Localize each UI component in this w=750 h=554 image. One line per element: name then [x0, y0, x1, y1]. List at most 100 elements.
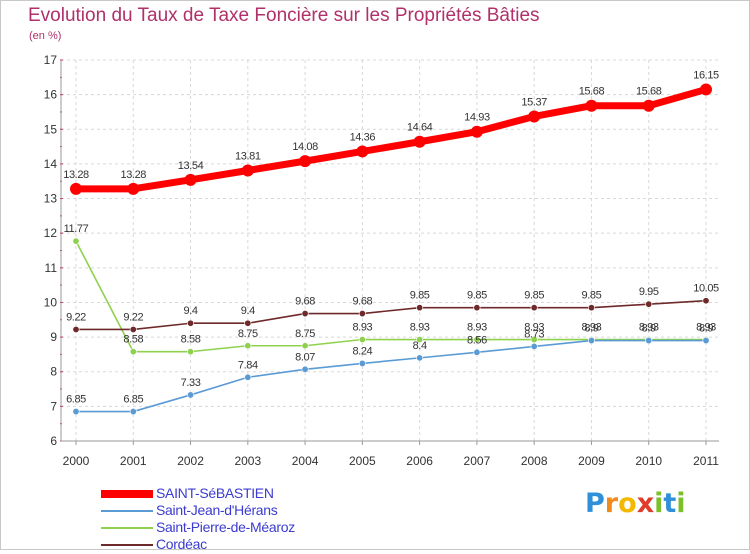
- data-label: 9.85: [410, 290, 430, 302]
- data-point: [301, 310, 309, 318]
- y-tick-label: 16: [44, 88, 58, 102]
- y-tick-label: 15: [44, 122, 58, 136]
- y-tick-label: 7: [50, 399, 57, 413]
- x-tick-label: 2010: [635, 454, 662, 468]
- y-tick-label: 17: [44, 53, 58, 67]
- chart-title: Evolution du Taux de Taxe Foncière sur l…: [28, 5, 540, 26]
- data-point: [358, 359, 366, 367]
- x-tick-label: 2009: [578, 454, 605, 468]
- data-label: 8.07: [295, 351, 315, 363]
- data-point: [244, 373, 252, 381]
- data-label: 9.4: [183, 305, 197, 317]
- logo-letter: i: [654, 488, 664, 519]
- data-point: [72, 408, 80, 416]
- data-label: 8.93: [410, 322, 430, 334]
- y-tick-label: 13: [44, 192, 58, 206]
- y-tick-label: 12: [44, 226, 58, 240]
- data-point: [72, 325, 80, 333]
- data-point: [413, 135, 426, 148]
- legend-label: Saint-Jean-d'Hérans: [156, 502, 278, 518]
- data-point: [416, 336, 424, 344]
- data-point: [585, 99, 598, 112]
- data-point: [129, 325, 137, 333]
- data-point: [356, 145, 369, 158]
- x-tick-label: 2007: [464, 454, 491, 468]
- legend-swatch: [101, 490, 153, 498]
- data-label: 9.95: [639, 286, 659, 298]
- data-point: [187, 319, 195, 327]
- data-point: [473, 348, 481, 356]
- data-label: 8.4: [413, 340, 427, 352]
- data-label: 8.93: [467, 322, 487, 334]
- data-label: 14.08: [292, 141, 318, 153]
- data-point: [642, 99, 655, 112]
- data-point: [127, 182, 140, 195]
- data-point: [301, 365, 309, 373]
- data-label: 9.85: [582, 290, 602, 302]
- data-label: 14.36: [350, 131, 376, 143]
- data-label: 13.54: [178, 160, 204, 172]
- data-point: [358, 310, 366, 318]
- x-tick-label: 2001: [120, 454, 147, 468]
- data-label: 9.4: [241, 305, 255, 317]
- proxiti-logo: Proxiti: [585, 488, 686, 519]
- data-point: [416, 354, 424, 362]
- data-point: [184, 173, 197, 186]
- data-label: 8.58: [123, 334, 143, 346]
- legend-label: SAINT-SéBASTIEN: [156, 485, 274, 501]
- data-label: 13.28: [121, 169, 147, 181]
- data-point: [187, 348, 195, 356]
- data-label: 9.85: [467, 290, 487, 302]
- data-label: 6.85: [123, 394, 143, 406]
- data-point: [645, 300, 653, 308]
- legend-label: Saint-Pierre-de-Méaroz: [156, 519, 295, 535]
- data-label: 11.77: [64, 223, 89, 235]
- data-label: 8.9: [584, 323, 598, 335]
- data-point: [473, 304, 481, 312]
- data-point: [530, 336, 538, 344]
- y-tick-label: 9: [50, 330, 57, 344]
- data-label: 9.22: [66, 311, 86, 323]
- data-point: [129, 408, 137, 416]
- x-tick-label: 2005: [349, 454, 376, 468]
- data-point: [299, 155, 312, 168]
- data-point: [530, 342, 538, 350]
- data-label: 8.58: [181, 334, 201, 346]
- data-label: 15.68: [579, 86, 605, 98]
- data-label: 8.93: [696, 322, 716, 334]
- legend-label: Cordéac: [156, 536, 207, 552]
- data-point: [416, 304, 424, 312]
- data-point: [70, 182, 82, 195]
- data-label: 7.33: [181, 377, 201, 389]
- data-label: 9.68: [295, 296, 315, 308]
- x-tick-label: 2002: [177, 454, 204, 468]
- y-tick-label: 11: [45, 261, 58, 275]
- series-line: [75, 240, 707, 353]
- data-point: [587, 337, 595, 345]
- data-label: 8.9: [699, 323, 713, 335]
- data-point: [129, 348, 137, 356]
- data-label: 7.84: [238, 359, 258, 371]
- logo-letter: r: [604, 488, 619, 519]
- y-tick-label: 6: [50, 434, 57, 448]
- x-tick-label: 2003: [234, 454, 261, 468]
- data-label: 15.37: [521, 96, 547, 108]
- x-tick-label: 2008: [521, 454, 548, 468]
- data-label: 10.05: [693, 283, 719, 295]
- logo-letter: P: [585, 488, 605, 519]
- x-tick-label: 2000: [63, 454, 90, 468]
- data-label: 8.93: [352, 322, 372, 334]
- y-tick-label: 14: [44, 157, 58, 171]
- data-label: 8.73: [524, 328, 544, 340]
- data-label: 16.15: [693, 69, 719, 81]
- data-label: 8.93: [639, 322, 659, 334]
- data-label: 8.24: [352, 345, 372, 357]
- data-label: 14.93: [464, 112, 490, 124]
- series-line: [75, 339, 707, 413]
- data-label: 6.85: [66, 394, 86, 406]
- data-point: [241, 164, 254, 177]
- data-point: [702, 297, 710, 305]
- logo-letter: i: [676, 488, 686, 519]
- legend-swatch: [101, 510, 153, 512]
